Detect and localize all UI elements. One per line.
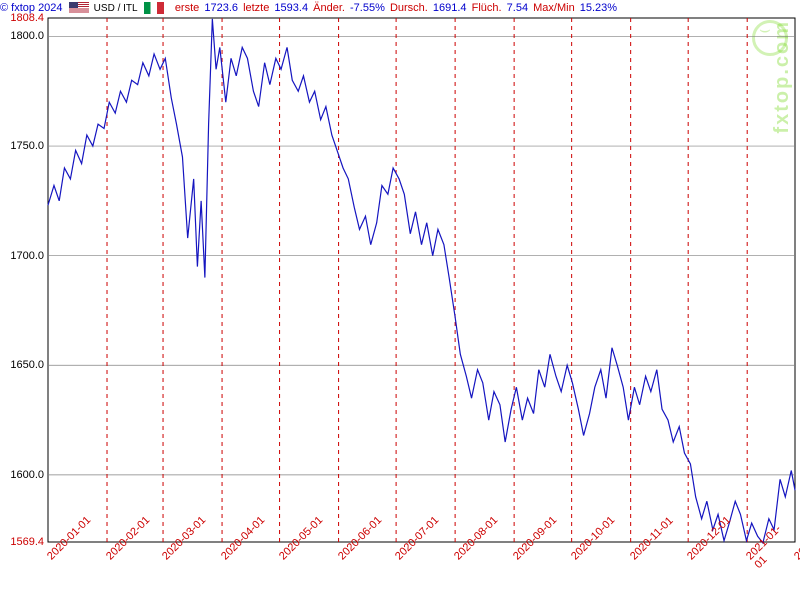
y-min-label: 1569.4 <box>4 536 44 548</box>
y-tick-label: 1700.0 <box>4 250 44 262</box>
chart-container: © fxtop 2024 USD / ITL erste 1723.6 letz… <box>0 0 800 600</box>
y-tick-label: 1600.0 <box>4 469 44 481</box>
y-tick-label: 1800.0 <box>4 30 44 42</box>
y-max-label: 1808.4 <box>4 12 44 24</box>
chart-svg <box>0 0 800 600</box>
y-tick-label: 1750.0 <box>4 140 44 152</box>
y-tick-label: 1650.0 <box>4 359 44 371</box>
